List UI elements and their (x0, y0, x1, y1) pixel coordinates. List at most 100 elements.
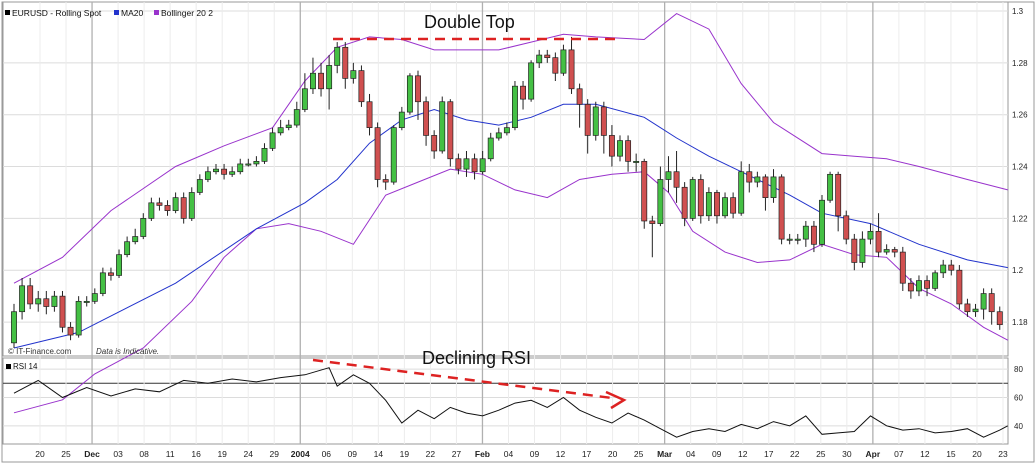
candle (27, 278, 34, 310)
date-tick-label: 20 (35, 449, 45, 459)
candle-body-down (67, 326, 74, 336)
candle-body-up (35, 298, 42, 305)
candle-body-up (859, 238, 866, 263)
date-tick-label: 29 (270, 449, 280, 459)
candle (148, 197, 155, 221)
price-tick-label: 1.2 (1012, 266, 1024, 275)
candle (285, 119, 292, 131)
candle-body-up (245, 163, 252, 166)
candle-body-up (705, 192, 712, 217)
candle-body-up (83, 300, 90, 303)
candle (99, 267, 106, 297)
candle-body-down (576, 88, 583, 105)
candle (75, 296, 82, 338)
date-tick-label: 22 (790, 449, 800, 459)
candle-body-up (398, 111, 405, 129)
candle (43, 290, 50, 315)
candle (681, 182, 688, 227)
candle (746, 163, 753, 193)
candle-body-up (867, 230, 874, 240)
candle-body-down (544, 54, 551, 59)
date-tick-label: 07 (894, 449, 904, 459)
candle-body-up (196, 179, 203, 193)
candle-body-down (996, 311, 1003, 326)
candle-body-down (431, 135, 438, 152)
candle-body-up (665, 171, 672, 180)
date-tick-label: Feb (475, 449, 490, 459)
candle (358, 65, 365, 107)
candle-body-up (253, 161, 260, 165)
candle (899, 246, 906, 291)
candle-body-up (738, 171, 745, 214)
candle-body-up (592, 106, 599, 136)
candle (891, 246, 898, 258)
candle (916, 275, 922, 297)
legend: EURUSD - Rolling Spot MA20 Bollinger 20 … (5, 8, 213, 18)
candle-body-up (463, 158, 470, 170)
candle-body-down (600, 106, 607, 136)
candle-body-down (318, 72, 324, 90)
candle (67, 322, 74, 341)
candle-body-up (786, 238, 793, 241)
candle (463, 150, 470, 177)
candle-body-up (754, 176, 761, 183)
candle-body-down (851, 238, 858, 263)
date-tick-label: 22 (426, 449, 436, 459)
double-top-label: Double Top (424, 12, 515, 32)
candle (390, 125, 397, 185)
candle (479, 150, 486, 175)
date-tick-label: 19 (217, 449, 227, 459)
candle-body-up (261, 148, 268, 162)
candle-body-down (649, 220, 656, 224)
candle (406, 73, 413, 115)
candle-body-up (91, 293, 98, 302)
candle (770, 169, 777, 203)
candle (51, 290, 58, 312)
candle-body-up (794, 238, 801, 241)
candle (843, 210, 850, 245)
candle (83, 296, 90, 307)
date-tick-label: 17 (582, 449, 592, 459)
date-tick-label: 11 (166, 449, 175, 459)
date-tick-label: 20 (608, 449, 618, 459)
watermark-right: Data is Indicative. (96, 347, 159, 356)
date-tick-label: 25 (61, 449, 71, 459)
candle-body-up (617, 140, 623, 157)
rsi-panel (2, 357, 1009, 445)
watermark-left: © IT-Finance.com (8, 347, 72, 356)
candle-body-down (520, 85, 526, 100)
candle-body-down (891, 249, 898, 253)
candle-body-down (835, 173, 842, 217)
candle-body-up (439, 101, 446, 152)
candle-body-down (778, 176, 785, 240)
date-tick-label: 06 (322, 449, 332, 459)
bollinger-upper-line (13, 13, 1008, 284)
candle (819, 195, 825, 247)
candle-body-up (11, 311, 17, 344)
date-tick-label: 27 (452, 449, 462, 459)
candle-body-up (204, 171, 211, 180)
date-tick-label: 03 (113, 449, 123, 459)
candle (665, 156, 672, 193)
candle (649, 215, 656, 258)
candle (956, 265, 963, 310)
candle (924, 275, 930, 297)
candle-body-up (932, 272, 939, 289)
candle (91, 288, 98, 304)
candle (802, 220, 809, 247)
date-tick-label: 09 (348, 449, 358, 459)
candle (35, 290, 42, 312)
candle (188, 187, 195, 221)
candle-body-down (907, 282, 914, 292)
date-tick-label: 25 (634, 449, 644, 459)
candle (617, 135, 623, 162)
candle-body-down (43, 298, 50, 307)
candle (342, 42, 349, 89)
candle (213, 163, 219, 175)
candle-body-up (633, 161, 640, 163)
candle (576, 83, 583, 128)
rsi-series (13, 367, 1009, 438)
date-tick-label: 08 (139, 449, 149, 459)
candle-body-up (285, 124, 292, 129)
candlesticks (11, 36, 1003, 348)
